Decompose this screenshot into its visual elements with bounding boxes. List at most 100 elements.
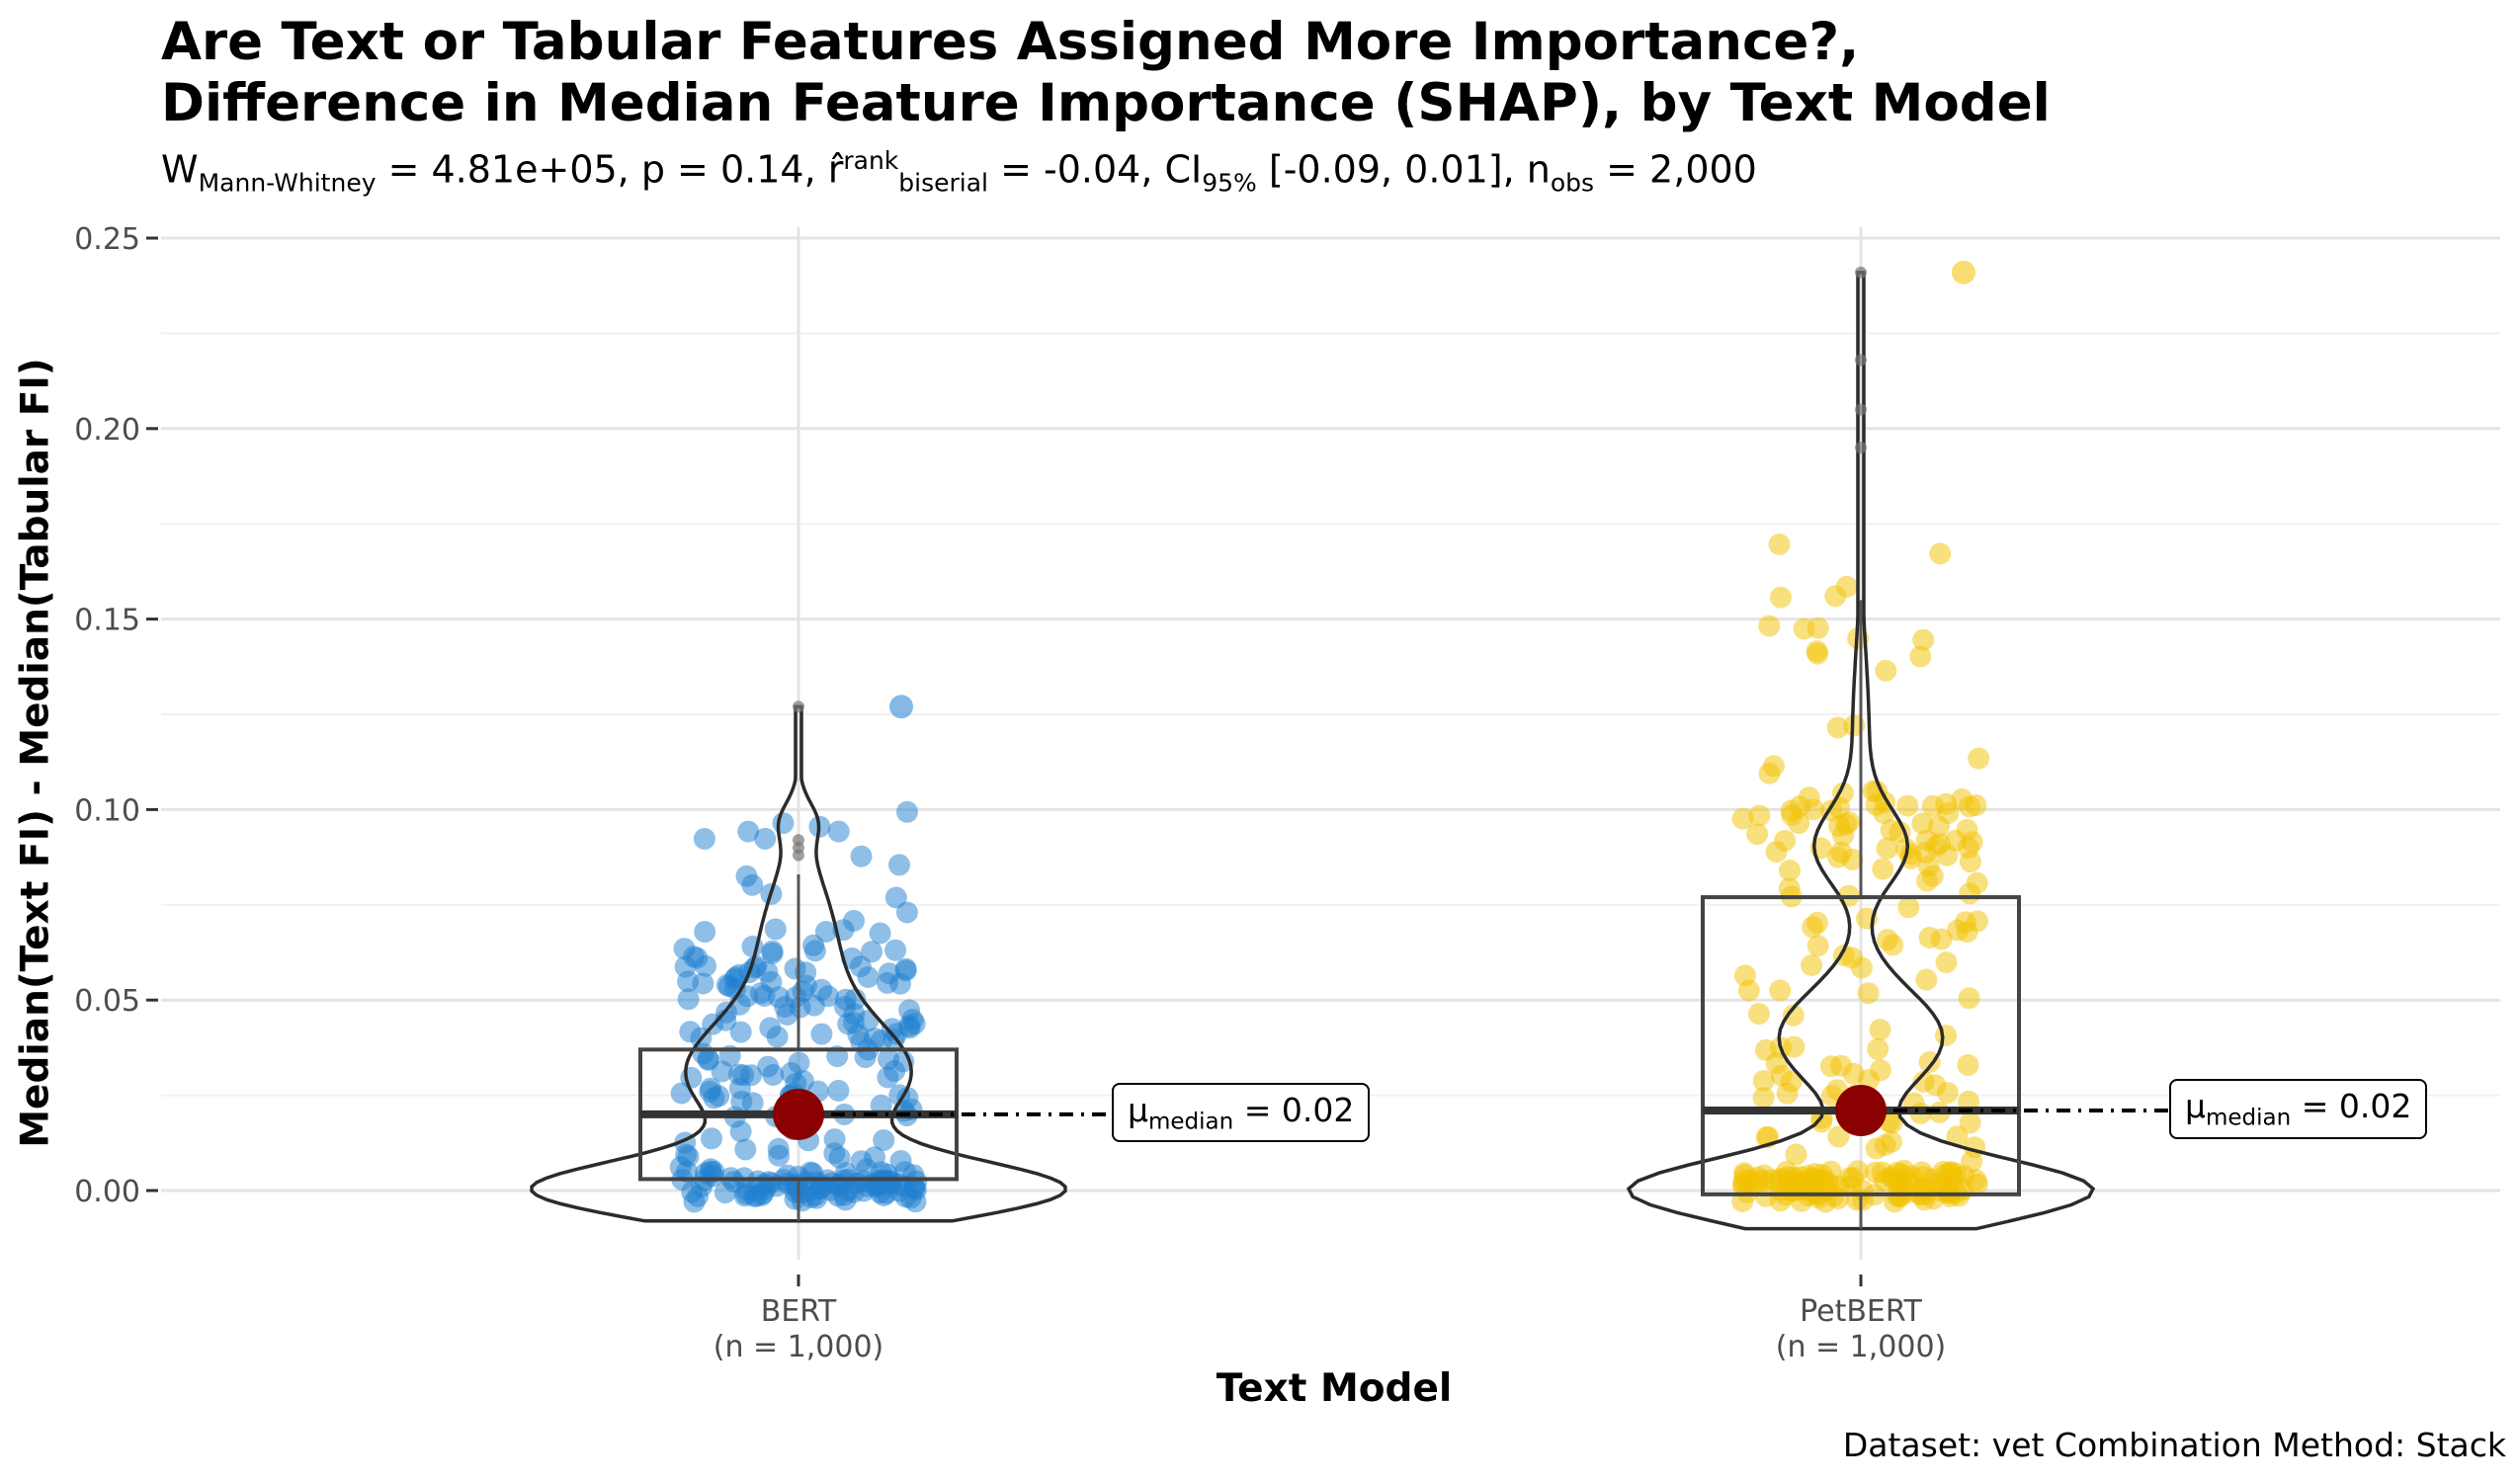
scatter-point xyxy=(1835,813,1858,836)
scatter-point xyxy=(1911,812,1934,835)
scatter-point xyxy=(1830,1054,1852,1077)
outlier-point xyxy=(1855,354,1867,367)
scatter-point xyxy=(1765,841,1788,864)
scatter-point xyxy=(1872,858,1894,880)
scatter-point xyxy=(1909,645,1932,668)
x-axis-label: Text Model xyxy=(1216,1366,1453,1411)
scatter-point xyxy=(766,1026,789,1048)
scatter-point xyxy=(785,986,807,1009)
scatter-point xyxy=(691,1176,713,1197)
scatter-point xyxy=(1806,935,1829,957)
scatter-point xyxy=(1882,934,1904,956)
scatter-point xyxy=(1936,1082,1959,1105)
scatter-point xyxy=(884,939,907,961)
scatter-point xyxy=(735,1183,758,1205)
scatter-point xyxy=(1762,755,1785,778)
scatter-point xyxy=(1896,794,1919,817)
scatter-point xyxy=(889,695,913,719)
scatter-point xyxy=(1806,617,1829,639)
scatter-point xyxy=(1758,615,1781,637)
scatter-point xyxy=(692,972,714,995)
scatter-point xyxy=(1827,1125,1850,1148)
scatter-point xyxy=(1869,1019,1891,1041)
scatter-point xyxy=(877,971,898,994)
scatter-point xyxy=(1939,1186,1962,1208)
scatter-point xyxy=(894,959,917,982)
scatter-point xyxy=(889,1150,912,1172)
scatter-point xyxy=(1912,1070,1935,1093)
scatter-point xyxy=(1781,804,1804,826)
scatter-point xyxy=(1865,1137,1888,1160)
scatter-point xyxy=(698,1048,719,1071)
scatter-point xyxy=(784,1188,806,1210)
chart-title: Are Text or Tabular Features Assigned Mo… xyxy=(161,12,2051,134)
x-tick-label: BERT xyxy=(761,1294,837,1329)
scatter-point xyxy=(810,1023,833,1045)
scatter-point xyxy=(740,1064,763,1087)
scatter-point xyxy=(787,1165,809,1188)
y-tick-label: 0.20 xyxy=(74,413,140,448)
scatter-point xyxy=(1968,747,1990,770)
scatter-point xyxy=(1770,586,1792,609)
scatter-point xyxy=(693,828,715,850)
scatter-point xyxy=(1965,1169,1987,1192)
scatter-point xyxy=(1959,851,1981,873)
scatter-point xyxy=(854,1046,877,1069)
scatter-point xyxy=(1752,1087,1775,1110)
scatter-point xyxy=(843,1012,865,1034)
scatter-point xyxy=(1952,260,1975,285)
y-tick-label: 0.15 xyxy=(74,604,140,638)
outlier-point xyxy=(1855,266,1867,279)
scatter-point xyxy=(1768,534,1791,555)
scatter-point xyxy=(896,800,918,823)
scatter-point xyxy=(1826,716,1849,739)
scatter-point xyxy=(767,1137,790,1160)
scatter-point xyxy=(1966,871,1988,894)
scatter-point xyxy=(1769,979,1792,1002)
scatter-point xyxy=(792,1070,814,1093)
scatter-point xyxy=(737,820,760,843)
scatter-point xyxy=(670,1082,693,1105)
scatter-point xyxy=(1954,911,1976,934)
scatter-point xyxy=(883,1060,906,1082)
scatter-point xyxy=(1806,642,1829,665)
scatter-point xyxy=(864,1028,886,1050)
scatter-point xyxy=(827,1079,850,1102)
mean-point xyxy=(773,1088,824,1140)
scatter-point xyxy=(1959,795,1980,818)
scatter-point xyxy=(1731,807,1754,830)
scatter-point xyxy=(1956,818,1978,841)
scatter-point xyxy=(1782,1004,1805,1027)
scatter-point xyxy=(741,873,764,896)
y-axis-label: Median(Text FI) - Median(Tabular FI) xyxy=(13,358,58,1148)
scatter-point xyxy=(1959,1112,1981,1134)
box-iqr xyxy=(1701,895,2021,1196)
scatter-point xyxy=(679,1021,702,1043)
scatter-point xyxy=(761,940,784,962)
scatter-point xyxy=(1803,798,1824,821)
scatter-point xyxy=(1754,1038,1777,1061)
scatter-point xyxy=(1824,585,1847,608)
scatter-point xyxy=(1775,1161,1798,1183)
scatter-point xyxy=(888,854,910,876)
outlier-point xyxy=(1855,442,1867,454)
scatter-point xyxy=(1740,1172,1762,1194)
scatter-point xyxy=(1747,1003,1770,1026)
outlier-point xyxy=(793,834,804,847)
scatter-point xyxy=(1819,1160,1842,1183)
scatter-point xyxy=(895,901,918,924)
scatter-point xyxy=(802,934,825,956)
scatter-point xyxy=(1785,1143,1807,1166)
scatter-point xyxy=(861,941,882,963)
scatter-point xyxy=(837,1179,860,1201)
scatter-point xyxy=(1748,804,1771,827)
y-tick-label: 0.05 xyxy=(74,984,140,1019)
chart-caption: Dataset: vet Combination Method: Stack xyxy=(1842,1426,2506,1464)
scatter-point xyxy=(1946,1125,1969,1148)
scatter-point xyxy=(827,820,850,843)
title-line-1: Are Text or Tabular Features Assigned Mo… xyxy=(161,12,1860,72)
scatter-point xyxy=(776,1004,798,1026)
scatter-point xyxy=(1897,896,1920,919)
scatter-point xyxy=(1866,780,1889,802)
outlier-point xyxy=(1855,403,1867,416)
